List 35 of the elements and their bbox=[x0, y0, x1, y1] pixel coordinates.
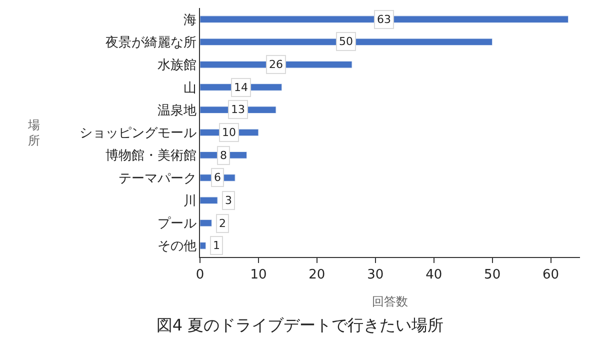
y-tick-label: テーマパーク bbox=[118, 171, 196, 186]
x-tick-label: 40 bbox=[426, 268, 442, 283]
data-label: 6 bbox=[214, 171, 221, 184]
data-label: 13 bbox=[231, 103, 245, 116]
y-tick-label: ショッピングモール bbox=[79, 126, 196, 142]
y-tick-label: 川 bbox=[183, 194, 196, 209]
bar bbox=[200, 196, 218, 204]
x-tick-label: 50 bbox=[484, 268, 501, 283]
text: 図4 夏のドライブデートで行きたい場所 bbox=[156, 315, 444, 334]
y-axis-title: 場所 bbox=[27, 118, 40, 148]
bar bbox=[200, 242, 206, 250]
data-label: 8 bbox=[220, 149, 227, 162]
y-tick-label: プール bbox=[157, 216, 196, 232]
data-label: 63 bbox=[377, 13, 391, 26]
y-tick-label: その他 bbox=[157, 239, 196, 254]
data-label: 26 bbox=[269, 58, 283, 71]
y-tick-label: 海 bbox=[183, 12, 196, 28]
x-tick-label: 30 bbox=[367, 268, 384, 283]
data-label: 1 bbox=[213, 239, 220, 252]
x-tick-label: 10 bbox=[250, 268, 267, 283]
y-tick-label: 水族館 bbox=[157, 58, 196, 74]
data-label: 50 bbox=[339, 35, 353, 48]
data-label: 14 bbox=[234, 81, 248, 94]
bar bbox=[200, 219, 212, 227]
data-label: 10 bbox=[222, 126, 236, 139]
y-tick-label: 博物館・美術館 bbox=[105, 148, 196, 164]
x-tick-label: 60 bbox=[542, 268, 560, 283]
x-axis-title: 回答数 bbox=[372, 294, 408, 308]
data-label: 3 bbox=[225, 194, 232, 207]
data-label: 2 bbox=[219, 217, 226, 230]
y-tick-label: 夜景が綺麗な所 bbox=[105, 34, 196, 50]
x-tick-label: 20 bbox=[308, 268, 326, 283]
x-tick-label: 0 bbox=[196, 268, 204, 283]
y-tick-label: 温泉地 bbox=[157, 103, 196, 118]
y-tick-label: 山 bbox=[183, 80, 196, 96]
